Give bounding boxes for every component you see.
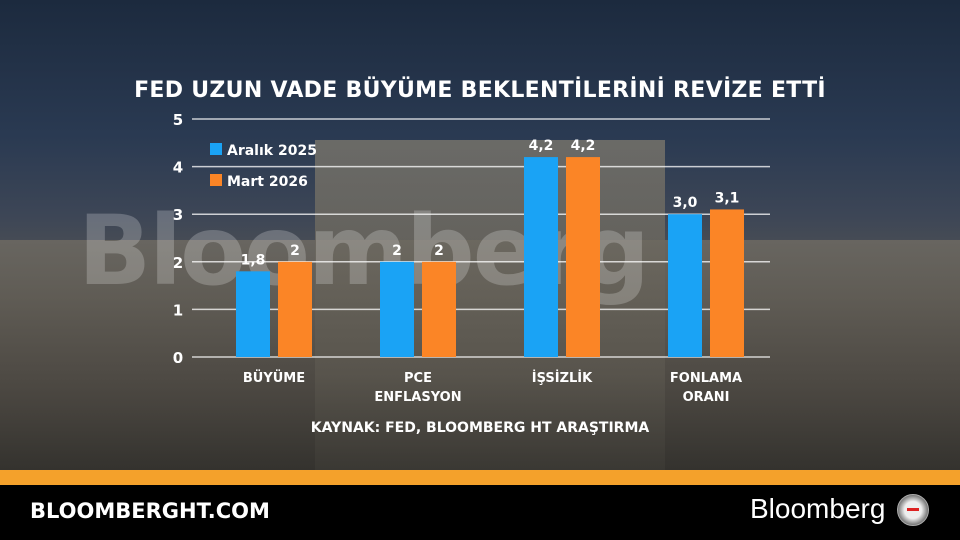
bar-mart-2026 [422, 261, 456, 357]
chart-title: FED UZUN VADE BÜYÜME BEKLENTİLERİNİ REVİ… [134, 78, 826, 103]
y-tick-label: 3 [173, 206, 183, 224]
legend-label: Aralık 2025 [227, 143, 317, 159]
bar-chart: 0 1 2 3 4 5 1,8 2 4,2 3,0 Aralık 2025 2 2 4,2 3,1 Mart … [173, 111, 744, 405]
y-tick-label: 5 [173, 111, 183, 129]
legend-label: Mart 2026 [227, 174, 308, 190]
source-note: KAYNAK: FED, BLOOMBERG HT ARAŞTIRMA [310, 420, 650, 436]
brand-logo-text: Bloomberg [750, 493, 886, 524]
y-tick-label: 0 [173, 349, 183, 367]
data-label: 2 [434, 243, 444, 259]
bar-aralik-2025 [524, 157, 558, 357]
footer-bar: BLOOMBERGHT.COM Bloomberg [0, 485, 960, 540]
ht-logo-icon [897, 494, 929, 526]
bar-mart-2026 [278, 261, 312, 357]
legend-swatch [210, 143, 222, 155]
y-tick-label: 4 [173, 159, 183, 177]
y-tick-label: 1 [173, 301, 183, 319]
legend-swatch [210, 174, 222, 186]
x-category-label: ENFLASYON [374, 390, 461, 405]
data-label: 1,8 [241, 252, 266, 268]
orange-strip [0, 470, 960, 485]
data-label: 2 [392, 243, 402, 259]
data-label: 2 [290, 243, 300, 259]
bar-mart-2026 [710, 209, 744, 357]
x-category-label: İŞSİZLİK [532, 370, 593, 386]
data-label: 3,1 [715, 190, 740, 206]
background-building-center [315, 140, 665, 475]
bar-mart-2026 [566, 157, 600, 357]
bar-aralik-2025 [668, 214, 702, 357]
site-url: BLOOMBERGHT.COM [30, 499, 270, 523]
x-category-label: FONLAMA [670, 371, 742, 386]
bar-aralik-2025 [380, 261, 414, 357]
data-label: 4,2 [571, 138, 596, 154]
x-category-label: PCE [404, 371, 432, 386]
data-label: 4,2 [529, 138, 554, 154]
y-tick-label: 2 [173, 254, 183, 272]
x-category-label: ORANI [683, 390, 730, 405]
bar-aralik-2025 [236, 271, 270, 357]
data-label: 3,0 [673, 195, 698, 211]
x-category-label: BÜYÜME [243, 370, 305, 386]
